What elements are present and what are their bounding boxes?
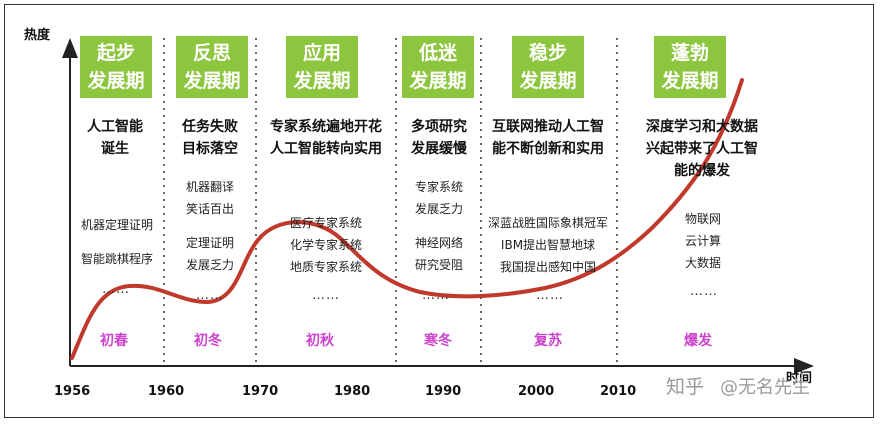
ellipsis-application: ……	[312, 288, 340, 303]
event-line: 兴起带来了人工智	[646, 141, 758, 157]
list-item: 神经网络	[414, 236, 463, 250]
list-item: 定理证明	[185, 236, 234, 250]
ellipsis-booming: ……	[690, 284, 718, 299]
list-item: 物联网	[684, 212, 721, 226]
stage-subtitle: 发展期	[183, 70, 241, 92]
item-group-application: 医疗专家系统 化学专家系统 地质专家系统	[260, 212, 392, 278]
stage-box-startup: 起步 发展期	[80, 36, 152, 98]
season-label-explosion: 爆发	[684, 333, 712, 349]
stage-title: 起步	[96, 42, 135, 64]
x-axis-label: 时间	[786, 371, 813, 386]
list-item: 专家系统	[414, 180, 463, 194]
season-label-early-autumn: 初秋	[306, 333, 334, 349]
event-text-application: 专家系统遍地开花 人工智能转向实用	[260, 116, 392, 160]
year-label-1980: 1980	[334, 384, 371, 399]
y-axis-label: 热度	[24, 28, 51, 43]
stage-title: 低迷	[418, 42, 457, 64]
list-item: 云计算	[684, 234, 721, 248]
stage-title: 稳步	[528, 42, 567, 64]
list-item: 医疗专家系统	[289, 216, 362, 230]
list-item: 智能跳棋程序	[80, 252, 153, 266]
item-group-reflection-b: 定理证明 发展乏力	[166, 232, 254, 276]
stage-subtitle: 发展期	[409, 70, 467, 92]
list-item: 发展乏力	[414, 202, 463, 216]
event-line: 深度学习和大数据	[646, 119, 758, 135]
ellipsis-reflection: ……	[196, 288, 224, 303]
stage-box-reflection: 反思 发展期	[176, 36, 248, 98]
event-line: 诞生	[101, 141, 129, 157]
list-item: 我国提出感知中国	[499, 260, 596, 274]
list-item: 化学专家系统	[289, 238, 362, 252]
season-label-early-spring: 初春	[100, 333, 128, 349]
item-group-startup: 机器定理证明 智能跳棋程序	[72, 208, 162, 276]
event-text-startup: 人工智能 诞生	[72, 116, 158, 160]
stage-title: 反思	[192, 42, 231, 64]
list-item: IBM提出智慧地球	[500, 238, 596, 252]
event-text-reflection: 任务失败 目标落空	[166, 116, 254, 160]
stage-subtitle: 发展期	[519, 70, 577, 92]
year-label-2010: 2010	[600, 384, 637, 399]
event-line: 发展缓慢	[411, 141, 467, 157]
stage-subtitle: 发展期	[87, 70, 145, 92]
list-item: 笑话百出	[185, 202, 234, 216]
season-label-recovery: 复苏	[534, 333, 562, 349]
figure-frame	[4, 4, 874, 418]
period-dividers	[163, 38, 618, 366]
year-label-1970: 1970	[242, 384, 279, 399]
list-item: 地质专家系统	[289, 260, 362, 274]
ellipsis-steady: ……	[536, 288, 564, 303]
stage-title: 蓬勃	[670, 42, 709, 64]
year-label-2000: 2000	[518, 384, 555, 399]
popularity-curve	[70, 78, 744, 360]
stage-subtitle: 发展期	[661, 70, 719, 92]
list-item: 研究受阻	[414, 258, 463, 272]
item-group-steady: 深蓝战胜国际象棋冠军 IBM提出智慧地球 我国提出感知中国	[482, 212, 614, 278]
event-line: 能的爆发	[674, 163, 730, 179]
item-group-booming: 物联网 云计算 大数据	[660, 208, 746, 274]
season-label-cold-winter: 寒冬	[424, 333, 452, 349]
event-line: 互联网推动人工智	[492, 119, 604, 135]
event-text-downturn: 多项研究 发展缓慢	[398, 116, 480, 160]
list-item: 机器定理证明	[80, 218, 153, 232]
event-text-steady: 互联网推动人工智 能不断创新和实用	[482, 116, 614, 160]
year-label-1990: 1990	[425, 384, 462, 399]
event-line: 多项研究	[411, 119, 467, 135]
list-item: 机器翻译	[185, 180, 234, 194]
year-label-1956: 1956	[54, 384, 91, 399]
stage-box-application: 应用 发展期	[286, 36, 358, 98]
event-line: 目标落空	[182, 141, 238, 157]
item-group-reflection-a: 机器翻译 笑话百出	[166, 176, 254, 220]
item-group-downturn-b: 神经网络 研究受阻	[398, 232, 480, 276]
year-label-1960: 1960	[148, 384, 185, 399]
stage-title: 应用	[302, 42, 341, 64]
event-text-booming: 深度学习和大数据 兴起带来了人工智 能的爆发	[634, 116, 770, 182]
stage-box-steady: 稳步 发展期	[512, 36, 584, 98]
list-item: 大数据	[684, 256, 721, 270]
list-item: 发展乏力	[185, 258, 234, 272]
watermark-text: 知乎	[666, 376, 705, 398]
stage-subtitle: 发展期	[293, 70, 351, 92]
event-line: 人工智能转向实用	[270, 141, 382, 157]
stage-box-downturn: 低迷 发展期	[402, 36, 474, 98]
event-line: 能不断创新和实用	[492, 141, 604, 157]
ellipsis-downturn: ……	[422, 288, 450, 303]
item-group-downturn-a: 专家系统 发展乏力	[398, 176, 480, 220]
event-line: 专家系统遍地开花	[270, 119, 382, 135]
event-line: 人工智能	[87, 119, 143, 135]
event-line: 任务失败	[182, 119, 238, 135]
ellipsis-startup: ……	[102, 282, 130, 297]
watermark-handle: @无名先生	[720, 377, 810, 398]
list-item: 深蓝战胜国际象棋冠军	[487, 216, 608, 230]
stage-box-booming: 蓬勃 发展期	[654, 36, 726, 98]
season-label-early-winter: 初冬	[194, 333, 222, 349]
